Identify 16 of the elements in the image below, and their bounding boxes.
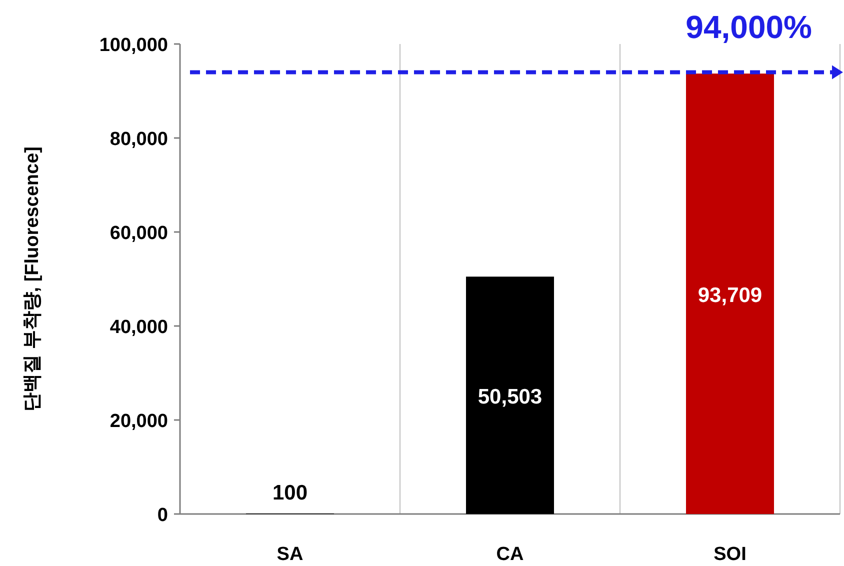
y-tick-label: 20,000	[110, 411, 168, 432]
x-tick-label: SA	[276, 544, 304, 565]
x-tick-label: SOI	[714, 544, 746, 565]
y-tick-label: 100,000	[99, 35, 168, 56]
ref-line-label: 94,000%	[686, 9, 812, 46]
y-axis-title: 단백질 부착량, [Fluorescence]	[22, 146, 43, 412]
data-label: 93,709	[698, 284, 762, 307]
data-label: 100	[272, 482, 308, 505]
y-tick-label: 0	[157, 505, 168, 526]
y-tick-label: 60,000	[110, 223, 168, 244]
bar	[466, 276, 554, 514]
y-tick-label: 80,000	[110, 129, 168, 150]
bar	[686, 74, 774, 514]
data-label: 50,503	[478, 385, 542, 408]
y-tick-label: 40,000	[110, 317, 168, 338]
x-tick-label: CA	[496, 544, 524, 565]
